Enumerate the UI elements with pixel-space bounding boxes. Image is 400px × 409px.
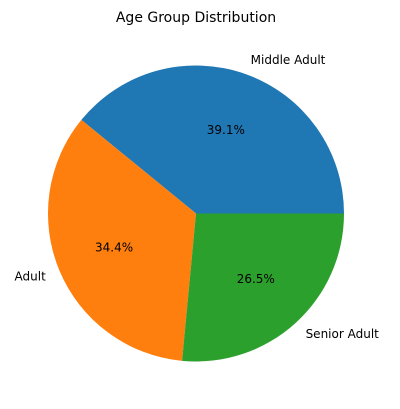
- chart-title: Age Group Distribution: [116, 10, 276, 26]
- pie-labels: 39.1% Middle Adult 34.4% Adult 26.5% Senior A…: [15, 53, 380, 341]
- pie-label-senior-adult: Senior Adult: [306, 327, 380, 341]
- pie-percent-middle-adult: 39.1%: [207, 123, 245, 137]
- pie-percent-adult: 34.4%: [95, 241, 133, 255]
- pie-slice-middle-adult: [81, 65, 345, 214]
- pie-slice-adult: [48, 119, 196, 361]
- pie-percent-senior-adult: 26.5%: [237, 272, 275, 286]
- pie-label-adult: Adult: [15, 269, 47, 283]
- pie-label-middle-adult: Middle Adult: [251, 53, 326, 67]
- pie-slice-senior-adult: [182, 213, 344, 362]
- pie-slices: [48, 65, 345, 362]
